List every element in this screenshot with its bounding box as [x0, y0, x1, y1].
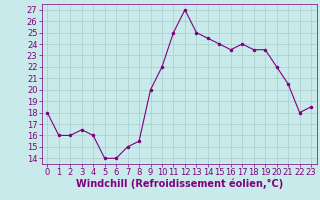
- X-axis label: Windchill (Refroidissement éolien,°C): Windchill (Refroidissement éolien,°C): [76, 179, 283, 189]
